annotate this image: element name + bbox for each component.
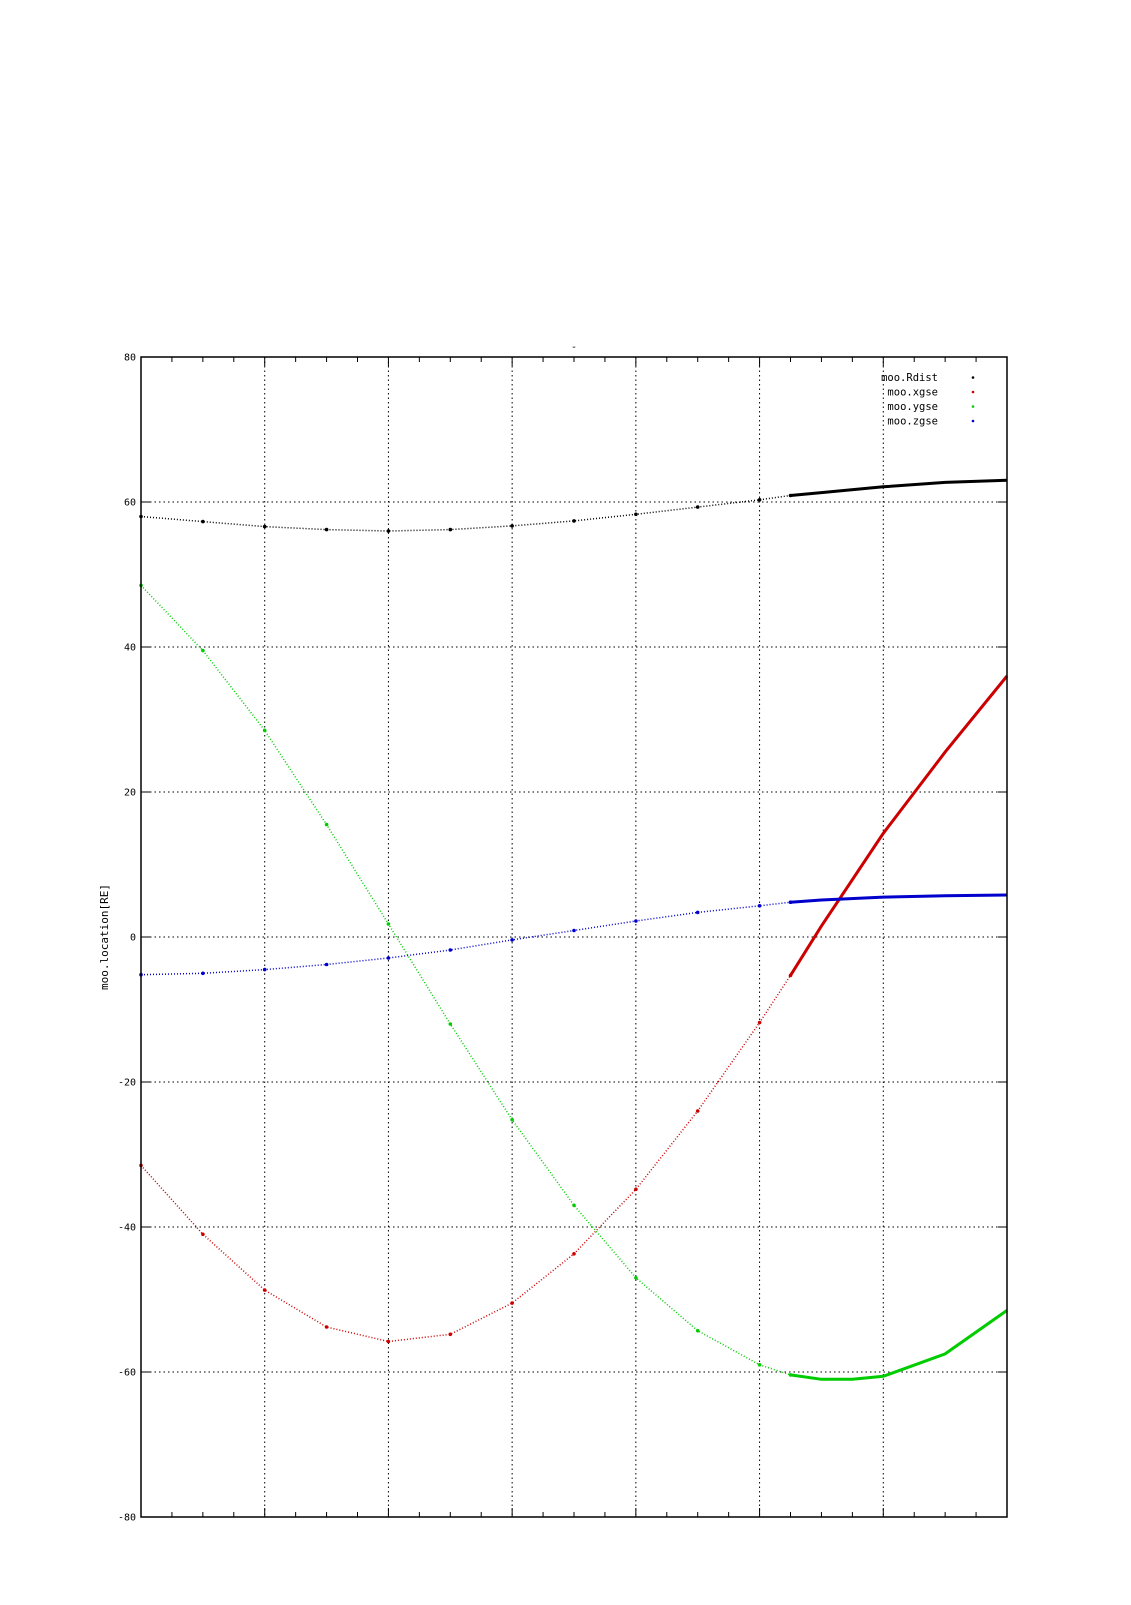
data-point (262, 1288, 267, 1292)
legend-swatch (971, 376, 975, 379)
data-point (788, 1373, 793, 1377)
data-point (510, 524, 514, 528)
series-moo-ygse (139, 583, 1008, 1381)
y-tick-label: -20 (118, 1078, 136, 1089)
data-point (386, 1339, 391, 1344)
series-moo-zgse (139, 893, 1008, 977)
data-point (695, 1109, 700, 1113)
data-point (262, 728, 267, 733)
ticks: 80 60 40 20 0 -20 -40 -60 -80 (118, 353, 1008, 1524)
series-line-dotted (140, 901, 791, 976)
data-point (201, 648, 205, 653)
data-point (757, 904, 762, 908)
data-point (757, 1020, 762, 1025)
series-moo-xgse (139, 675, 1009, 1344)
data-point (572, 519, 576, 523)
data-point (448, 527, 453, 532)
data-point (695, 1328, 700, 1333)
data-point (324, 1325, 329, 1329)
data-point (788, 900, 793, 904)
y-tick-label: 80 (124, 353, 136, 364)
data-point (324, 822, 329, 827)
data-point (757, 498, 762, 502)
data-point (448, 1332, 453, 1337)
data-point (788, 493, 793, 498)
y-tick-label: -60 (118, 1368, 136, 1379)
data-point (757, 1363, 762, 1367)
data-point (386, 922, 391, 926)
legend-swatch (971, 390, 975, 394)
series-line-solid (790, 893, 1008, 904)
data-point (695, 505, 700, 509)
series-layer (139, 478, 1009, 1381)
data-point (201, 519, 205, 524)
data-point (262, 524, 267, 529)
legend: moo.Rdist moo.xgse moo.ygse moo.zgse (881, 372, 975, 428)
y-tick-label: -40 (118, 1223, 136, 1234)
data-point (510, 938, 514, 942)
series-line-solid (789, 675, 1009, 977)
series-line-solid (790, 478, 1008, 497)
data-point (572, 1252, 576, 1256)
data-point (386, 956, 391, 960)
legend-label: moo.zgse (887, 416, 938, 428)
chart-title: - (571, 342, 577, 353)
data-point (386, 529, 391, 533)
y-tick-label: 60 (124, 498, 136, 509)
series-line-dotted (140, 584, 791, 1376)
data-point (695, 910, 700, 915)
data-point (634, 919, 638, 923)
y-tick-label: 20 (124, 788, 136, 799)
legend-label: moo.ygse (887, 401, 938, 413)
data-point (634, 1187, 638, 1192)
data-point (510, 1117, 514, 1122)
data-point (634, 512, 638, 517)
data-point (634, 1276, 638, 1280)
legend-label: moo.xgse (887, 387, 938, 399)
series-line-dotted (140, 974, 792, 1343)
y-tick-label: 0 (130, 933, 136, 944)
legend-swatch (971, 405, 975, 408)
data-point (324, 527, 329, 532)
series-line-solid (790, 1309, 1008, 1381)
data-point (262, 967, 267, 972)
legend-label: moo.Rdist (881, 372, 938, 384)
data-point (788, 973, 793, 978)
data-point (572, 928, 576, 933)
grid (141, 357, 1007, 1517)
y-tick-label: 40 (124, 643, 136, 654)
data-point (572, 1203, 576, 1208)
data-point (510, 1301, 514, 1305)
y-axis-label: moo.location[RE] (98, 884, 111, 990)
data-point (324, 962, 329, 967)
series-moo-rdist (139, 478, 1008, 533)
y-tick-label: -80 (118, 1513, 136, 1524)
data-point (201, 971, 205, 976)
data-point (448, 1022, 453, 1026)
data-point (448, 948, 453, 952)
series-line-dotted (140, 494, 791, 532)
legend-swatch (971, 419, 975, 423)
data-point (201, 1232, 205, 1237)
